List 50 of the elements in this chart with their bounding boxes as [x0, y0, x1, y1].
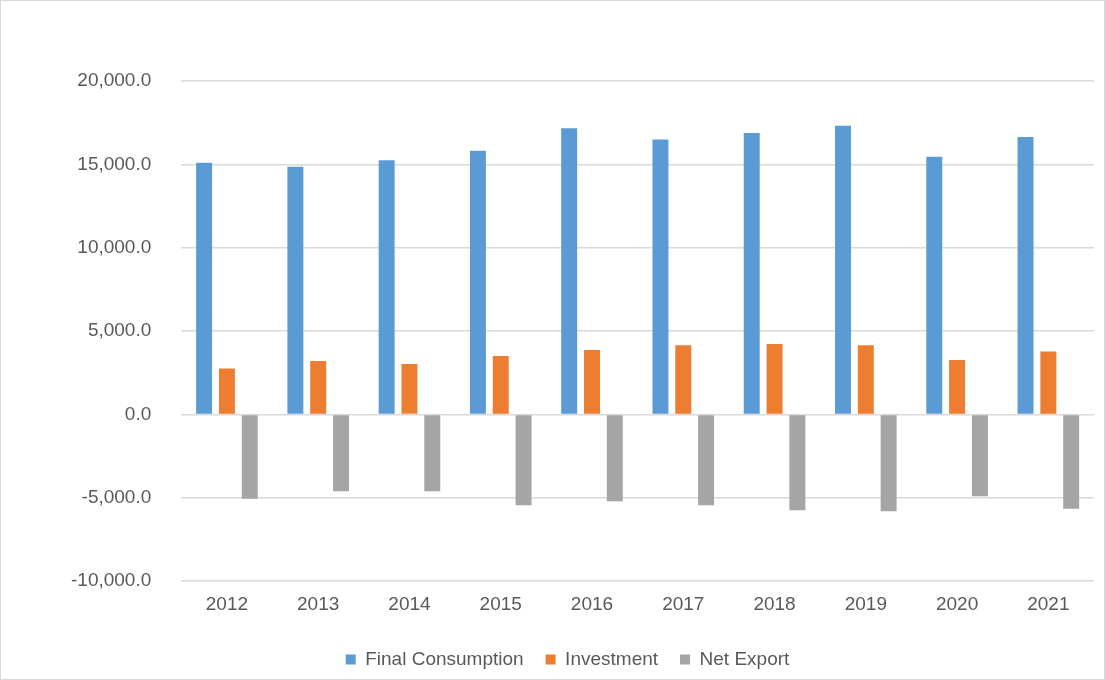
bar	[196, 162, 213, 414]
x-tick-label: 2015	[479, 592, 522, 614]
bar	[743, 133, 760, 414]
bar	[378, 160, 395, 414]
bar	[492, 356, 509, 414]
bar	[606, 415, 623, 502]
x-tick-label: 2012	[205, 592, 249, 614]
bar	[515, 415, 532, 506]
bar	[766, 344, 783, 414]
bar	[698, 415, 715, 506]
x-tick-label: 2017	[662, 592, 705, 614]
bar	[584, 349, 600, 414]
bar	[857, 345, 874, 414]
bar	[401, 363, 418, 414]
bar	[971, 415, 988, 497]
y-tick-label: 0.0	[124, 402, 152, 424]
bar	[310, 361, 327, 414]
bar	[1040, 351, 1057, 414]
legend-label: Investment	[565, 647, 659, 669]
x-tick-label: 2021	[1027, 592, 1070, 614]
bar	[241, 415, 258, 499]
y-tick-label: -10,000.0	[70, 569, 152, 591]
bar	[333, 415, 349, 492]
bar	[652, 139, 669, 414]
x-tick-label: 2020	[935, 592, 979, 614]
y-tick-label: 20,000.0	[77, 69, 152, 91]
legend-label: Final Consumption	[365, 647, 524, 669]
y-tick-label: 15,000.0	[77, 152, 152, 174]
x-tick-label: 2016	[570, 592, 614, 614]
bar	[287, 166, 304, 414]
bar	[424, 415, 441, 492]
legend-label: Net Export	[699, 647, 791, 669]
y-tick-label: 10,000.0	[77, 235, 152, 257]
bar	[835, 125, 851, 414]
bar	[675, 345, 692, 414]
x-tick-label: 2018	[753, 592, 796, 614]
bar	[926, 156, 943, 414]
x-tick-label: 2019	[844, 592, 887, 614]
bar	[1017, 137, 1034, 414]
x-tick-label: 2014	[388, 592, 432, 614]
bar	[561, 128, 578, 414]
x-tick-label: 2013	[297, 592, 340, 614]
bar	[469, 150, 486, 414]
y-tick-label: -5,000.0	[81, 486, 152, 508]
y-tick-label: 5,000.0	[87, 319, 152, 341]
bar	[218, 368, 235, 414]
bar	[1063, 415, 1080, 509]
bar	[789, 415, 806, 511]
bar	[949, 359, 966, 414]
bar	[880, 415, 897, 512]
